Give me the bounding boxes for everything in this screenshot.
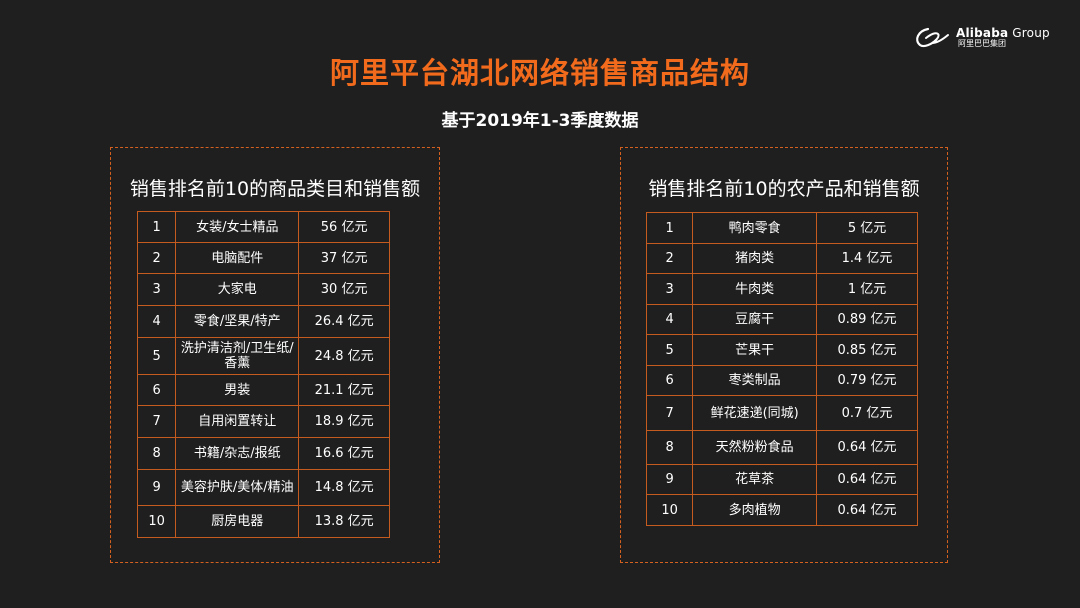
table-row: 6 枣类制品 0.79 亿元 [645,365,918,396]
value-cell: 24.8 亿元 [298,337,390,375]
name-cell: 猪肉类 [692,243,818,274]
table-row: 4 豆腐干 0.89 亿元 [645,304,918,335]
name-cell: 鲜花速递(同城) [692,395,818,431]
name-cell: 多肉植物 [692,494,818,526]
name-cell: 自用闲置转让 [175,405,300,438]
value-cell: 30 亿元 [298,273,390,306]
category-ranking-panel: 销售排名前10的商品类目和销售额 1 女装/女士精品 56 亿元 2 电脑配件 37 亿元… [110,147,440,563]
page-subtitle: 基于2019年1-3季度数据 [441,111,639,131]
rank-cell: 2 [136,242,177,274]
name-cell: 天然粉粉食品 [692,430,818,465]
table-row: 3 大家电 30 亿元 [136,273,390,306]
rank-cell: 10 [136,505,177,538]
table-row: 2 电脑配件 37 亿元 [136,242,390,274]
rank-cell: 9 [645,464,694,495]
table-row: 3 牛肉类 1 亿元 [645,273,918,305]
rank-cell: 6 [645,365,694,396]
name-cell: 枣类制品 [692,365,818,396]
name-cell: 女装/女士精品 [175,211,300,243]
value-cell: 0.85 亿元 [816,334,918,366]
table-row: 2 猪肉类 1.4 亿元 [645,243,918,274]
rank-cell: 1 [136,211,177,243]
value-cell: 0.7 亿元 [816,395,918,431]
rank-cell: 3 [645,273,694,305]
value-cell: 1 亿元 [816,273,918,305]
value-cell: 5 亿元 [816,212,918,244]
table-row: 5 洗护清洁剂/卫生纸/香薰 24.8 亿元 [136,337,390,375]
table-row: 7 自用闲置转让 18.9 亿元 [136,405,390,438]
name-cell: 书籍/杂志/报纸 [175,437,300,470]
rank-cell: 4 [645,304,694,335]
rank-cell: 1 [645,212,694,244]
table-row: 10 多肉植物 0.64 亿元 [645,494,918,526]
rank-cell: 4 [136,305,177,338]
name-cell: 厨房电器 [175,505,300,538]
rank-cell: 6 [136,374,177,406]
name-cell: 芒果干 [692,334,818,366]
rank-cell: 9 [136,469,177,506]
table-row: 5 芒果干 0.85 亿元 [645,334,918,366]
name-cell: 零食/坚果/特产 [175,305,300,338]
value-cell: 16.6 亿元 [298,437,390,470]
value-cell: 1.4 亿元 [816,243,918,274]
value-cell: 0.64 亿元 [816,430,918,465]
rank-cell: 8 [645,430,694,465]
name-cell: 电脑配件 [175,242,300,274]
logo-brand-text: Alibaba Group [956,26,1050,40]
name-cell: 豆腐干 [692,304,818,335]
rank-cell: 3 [136,273,177,306]
value-cell: 0.79 亿元 [816,365,918,396]
rank-cell: 8 [136,437,177,470]
table-row: 6 男装 21.1 亿元 [136,374,390,406]
table-row: 1 女装/女士精品 56 亿元 [136,211,390,243]
rank-cell: 10 [645,494,694,526]
table-row: 10 厨房电器 13.8 亿元 [136,505,390,538]
table-row: 1 鸭肉零食 5 亿元 [645,212,918,244]
name-cell: 美容护肤/美体/精油 [175,469,300,506]
value-cell: 37 亿元 [298,242,390,274]
rank-cell: 5 [136,337,177,375]
rank-cell: 5 [645,334,694,366]
value-cell: 0.64 亿元 [816,494,918,526]
value-cell: 0.89 亿元 [816,304,918,335]
value-cell: 13.8 亿元 [298,505,390,538]
logo-sub-text: 阿里巴巴集团 [958,39,1006,48]
value-cell: 0.64 亿元 [816,464,918,495]
category-ranking-heading: 销售排名前10的商品类目和销售额 [129,178,421,200]
name-cell: 牛肉类 [692,273,818,305]
rank-cell: 2 [645,243,694,274]
table-row: 9 美容护肤/美体/精油 14.8 亿元 [136,469,390,506]
table-row: 9 花草茶 0.64 亿元 [645,464,918,495]
page-title: 阿里平台湖北网络销售商品结构 [329,56,750,90]
table-row: 8 天然粉粉食品 0.64 亿元 [645,430,918,465]
rank-cell: 7 [136,405,177,438]
name-cell: 大家电 [175,273,300,306]
value-cell: 14.8 亿元 [298,469,390,506]
value-cell: 21.1 亿元 [298,374,390,406]
agri-ranking-panel: 销售排名前10的农产品和销售额 1 鸭肉零食 5 亿元 2 猪肉类 1.4 亿元 3 牛肉类 1… [620,147,948,563]
agri-ranking-heading: 销售排名前10的农产品和销售额 [648,178,920,200]
table-row: 4 零食/坚果/特产 26.4 亿元 [136,305,390,338]
name-cell: 花草茶 [692,464,818,495]
value-cell: 56 亿元 [298,211,390,243]
name-cell: 男装 [175,374,300,406]
value-cell: 26.4 亿元 [298,305,390,338]
agri-ranking-table: 1 鸭肉零食 5 亿元 2 猪肉类 1.4 亿元 3 牛肉类 1 亿元 4 豆腐干 0.89 亿元 5 芒… [645,212,918,526]
alibaba-logo-icon [916,27,949,48]
value-cell: 18.9 亿元 [298,405,390,438]
name-cell: 洗护清洁剂/卫生纸/香薰 [175,337,300,375]
name-cell: 鸭肉零食 [692,212,818,244]
table-row: 8 书籍/杂志/报纸 16.6 亿元 [136,437,390,470]
table-row: 7 鲜花速递(同城) 0.7 亿元 [645,395,918,431]
rank-cell: 7 [645,395,694,431]
category-ranking-table: 1 女装/女士精品 56 亿元 2 电脑配件 37 亿元 3 大家电 30 亿元 4 零食/坚果/特… [136,211,390,538]
alibaba-group-logo: Alibaba Group 阿里巴巴集团 [914,24,1050,54]
